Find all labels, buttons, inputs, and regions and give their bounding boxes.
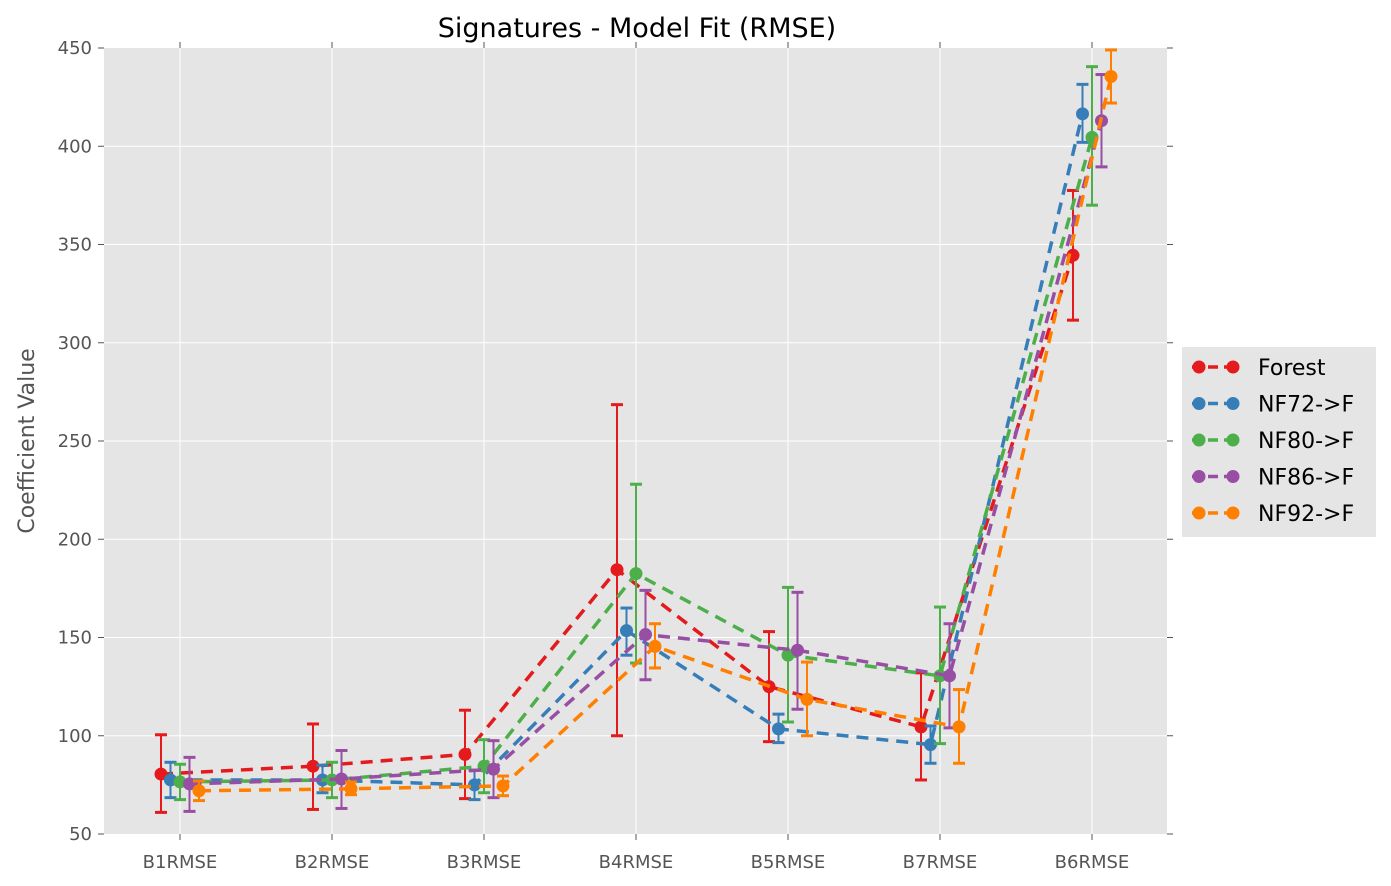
data-point <box>487 762 500 776</box>
x-tick-label: B3RMSE <box>447 852 522 873</box>
legend: Forest NF72->F NF80->F NF86->F NF92->F <box>1182 347 1376 537</box>
legend-marker <box>1226 506 1240 520</box>
data-point <box>914 720 928 734</box>
legend-label: NF86->F <box>1258 466 1354 491</box>
data-point <box>943 669 956 683</box>
y-tick-label: 150 <box>58 628 92 649</box>
data-point <box>800 692 814 706</box>
data-point <box>791 643 804 657</box>
legend-label: NF92->F <box>1258 502 1354 527</box>
data-point <box>468 778 481 792</box>
x-tick-label: B6RMSE <box>1055 852 1130 873</box>
data-point <box>496 779 510 793</box>
data-point <box>629 567 643 581</box>
data-point <box>306 759 320 773</box>
data-point <box>772 722 785 736</box>
y-tick-label: 50 <box>69 824 92 845</box>
legend-item: NF80->F <box>1192 429 1354 454</box>
legend-label: NF72->F <box>1258 393 1354 418</box>
legend-marker <box>1226 397 1240 410</box>
legend-item: NF86->F <box>1192 466 1354 491</box>
data-point <box>639 628 652 642</box>
data-point <box>1104 69 1118 83</box>
data-point <box>610 563 624 577</box>
y-tick-label: 100 <box>58 726 92 747</box>
series-layer <box>154 48 1118 814</box>
data-point <box>154 767 168 781</box>
legend-marker <box>1226 470 1240 483</box>
data-point <box>924 738 937 752</box>
x-tick-label: B1RMSE <box>143 852 218 873</box>
y-tick-label: 350 <box>58 235 92 256</box>
legend-marker <box>1192 397 1206 410</box>
x-tick-label: B2RMSE <box>295 852 370 873</box>
data-point <box>344 782 358 796</box>
y-tick-label: 250 <box>58 431 92 452</box>
y-tick-label: 300 <box>58 333 92 354</box>
data-point <box>183 777 196 791</box>
legend-item: NF92->F <box>1192 502 1354 527</box>
data-point <box>1076 107 1089 121</box>
x-tick-label: B4RMSE <box>599 852 674 873</box>
y-tick-label: 200 <box>58 529 92 550</box>
y-axis-label: Coefficient Value <box>15 348 40 533</box>
legend-marker <box>1226 360 1240 374</box>
data-point <box>458 747 472 761</box>
legend-marker <box>1192 433 1206 447</box>
axis-ticks: 50 100 150 200 250 300 350 400 450 B1RMSE B2RMSE B3… <box>58 38 1173 873</box>
legend-marker <box>1192 360 1206 374</box>
series-nf86-f <box>183 73 1108 813</box>
legend-marker <box>1226 433 1240 447</box>
legend-marker <box>1192 506 1206 520</box>
data-point <box>952 720 966 734</box>
legend-box <box>1182 347 1376 537</box>
data-point <box>648 639 662 653</box>
y-tick-label: 450 <box>58 38 92 59</box>
legend-label: Forest <box>1258 356 1326 381</box>
x-tick-label: B7RMSE <box>903 852 978 873</box>
legend-marker <box>1192 470 1206 483</box>
data-point <box>192 784 206 798</box>
series-nf92-f <box>192 48 1118 803</box>
chart-title: Signatures - Model Fit (RMSE) <box>438 13 836 44</box>
x-tick-label: B5RMSE <box>751 852 826 873</box>
data-point <box>620 624 633 638</box>
legend-label: NF80->F <box>1258 429 1354 454</box>
legend-item: NF72->F <box>1192 393 1354 418</box>
y-tick-label: 400 <box>58 136 92 157</box>
legend-item: Forest <box>1192 356 1326 381</box>
data-point <box>335 772 348 786</box>
